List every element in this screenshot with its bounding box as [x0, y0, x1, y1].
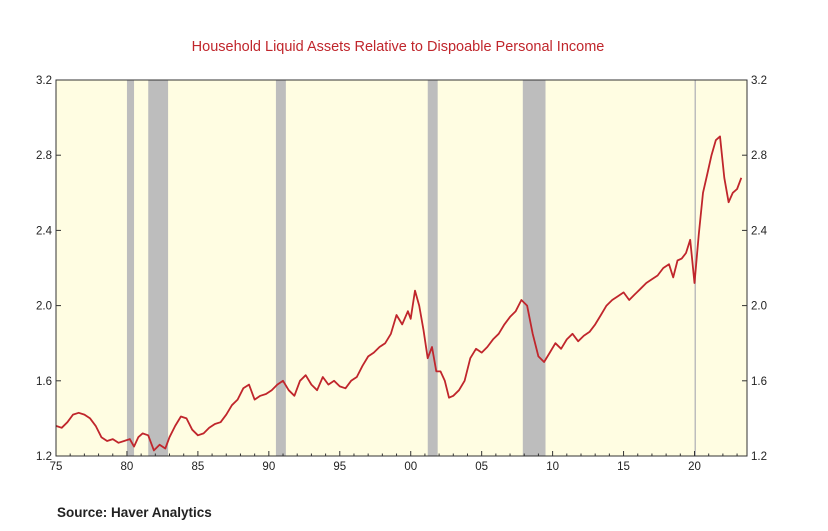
y-tick-label-right: 2.4 — [751, 225, 768, 237]
chart-title: Household Liquid Assets Relative to Disp… — [192, 39, 605, 55]
x-tick-label: 20 — [688, 461, 701, 473]
y-tick-label-right: 3.2 — [751, 75, 767, 87]
y-tick-label-left: 1.2 — [36, 451, 52, 463]
series-line — [55, 135, 743, 452]
plot-frame — [55, 79, 748, 457]
y-tick-label-right: 2.0 — [751, 301, 767, 313]
y-tick-label-right: 2.8 — [751, 150, 767, 162]
x-tick-label: 95 — [333, 461, 346, 473]
y-tick-label-left: 2.4 — [36, 225, 53, 237]
tick-labels: 1.2 1.2 1.6 1.6 2.0 2.0 2.4 2.4 2.8 2.8 3.2 3.2 75 80… — [36, 75, 768, 473]
recession-band — [126, 80, 135, 456]
plot-area — [56, 80, 747, 456]
x-tick-label: 90 — [262, 461, 275, 473]
recession-band — [427, 80, 438, 456]
x-tick-label: 10 — [546, 461, 559, 473]
y-tick-label-right: 1.2 — [751, 451, 767, 463]
x-tick-label: 05 — [475, 461, 488, 473]
recession-bands — [126, 80, 697, 456]
x-tick-label: 15 — [617, 461, 630, 473]
x-tick-label: 85 — [191, 461, 204, 473]
y-tick-label-left: 2.8 — [36, 150, 52, 162]
x-tick-label: 00 — [404, 461, 417, 473]
source-note: Source: Haver Analytics — [57, 505, 212, 520]
y-tick-label-left: 3.2 — [36, 75, 52, 87]
x-tick-label: 80 — [121, 461, 134, 473]
series-layer — [55, 135, 743, 452]
recession-band — [522, 80, 546, 456]
recession-band — [148, 80, 169, 456]
y-tick-label-left: 1.6 — [36, 376, 52, 388]
recession-band — [275, 80, 286, 456]
x-tick-label: 75 — [50, 461, 63, 473]
y-tick-label-right: 1.6 — [751, 376, 767, 388]
y-tick-label-left: 2.0 — [36, 301, 52, 313]
